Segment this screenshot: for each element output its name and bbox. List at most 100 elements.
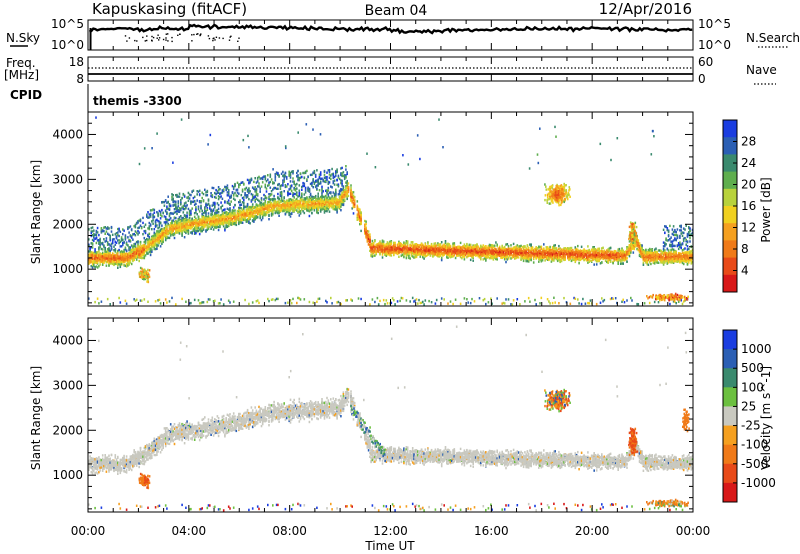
- power-cell: [163, 227, 166, 230]
- power-cell: [175, 230, 177, 233]
- power-cell: [399, 243, 401, 246]
- noise-point: [157, 34, 159, 36]
- power-cell: [323, 180, 326, 183]
- power-cell: [140, 252, 143, 255]
- power-cell: [390, 242, 393, 246]
- power-cell: [269, 203, 272, 207]
- power-cell: [292, 297, 294, 301]
- power-cell: [338, 177, 341, 181]
- power-cell: [277, 196, 279, 200]
- power-cell: [180, 223, 182, 226]
- power-cell: [240, 203, 243, 206]
- power-cell: [220, 195, 222, 198]
- power-cell: [196, 230, 198, 233]
- power-cell: [215, 192, 217, 196]
- power-cell: [173, 208, 176, 211]
- power-cell: [227, 192, 230, 195]
- power-cell: [244, 205, 246, 209]
- power-cell: [128, 226, 130, 229]
- power-cell: [133, 298, 135, 301]
- power-cell: [152, 216, 154, 219]
- power-cell: [122, 243, 124, 247]
- power-cell: [423, 251, 425, 254]
- power-cell: [248, 219, 250, 222]
- power-cell: [187, 229, 190, 232]
- power-cell: [308, 188, 311, 191]
- power-cell: [143, 240, 146, 244]
- power-cell: [341, 193, 343, 196]
- power-cell: [393, 299, 395, 302]
- power-cell: [235, 223, 238, 227]
- power-cell: [157, 230, 159, 233]
- power-cell: [272, 209, 274, 213]
- power-cell: [298, 189, 301, 192]
- noise-point: [126, 40, 128, 42]
- power-cell: [188, 226, 191, 229]
- power-cell: [221, 216, 224, 219]
- power-cell: [352, 203, 355, 207]
- power-cell: [132, 246, 134, 250]
- power-cell: [369, 249, 371, 252]
- power-cell: [256, 193, 259, 196]
- power-cell: [406, 242, 409, 245]
- power-cell: [132, 258, 134, 262]
- power-cell: [152, 234, 154, 238]
- power-cell: [232, 212, 235, 215]
- power-cell: [143, 256, 146, 260]
- power-cell: [217, 225, 220, 229]
- noise-point: [229, 36, 231, 38]
- power-cell: [110, 248, 113, 251]
- power-cell: [298, 205, 301, 208]
- noise-point: [171, 40, 173, 43]
- power-cell: [338, 200, 341, 203]
- power-cell: [226, 216, 229, 219]
- power-cell: [144, 242, 147, 245]
- power-cell: [176, 224, 178, 227]
- power-cell: [178, 232, 181, 235]
- power-cell: [284, 204, 287, 207]
- power-cell: [134, 251, 137, 254]
- power-cell: [183, 204, 186, 207]
- power-cell: [224, 217, 226, 220]
- power-cell: [322, 179, 324, 183]
- power-cell: [216, 211, 219, 214]
- power-cell: [256, 176, 259, 180]
- power-cell: [224, 227, 226, 230]
- power-cell: [323, 176, 326, 180]
- power-cell: [164, 226, 167, 229]
- power-cell: [389, 240, 391, 243]
- power-cell: [88, 262, 90, 265]
- power-cell: [321, 188, 323, 191]
- power-cell: [393, 241, 395, 244]
- power-cell: [149, 253, 152, 257]
- power-cell: [413, 252, 415, 256]
- power-cell: [248, 179, 250, 182]
- power-cell: [294, 189, 297, 192]
- power-cell: [177, 231, 180, 234]
- power-cell: [365, 236, 367, 239]
- power-cell: [236, 209, 239, 213]
- power-cell: [168, 212, 171, 216]
- power-cell: [255, 181, 258, 184]
- power-cell: [390, 241, 393, 244]
- power-cell: [340, 172, 342, 175]
- power-cell: [336, 168, 338, 171]
- power-cell: [264, 175, 267, 178]
- power-cell: [214, 191, 216, 195]
- power-cell: [333, 179, 336, 182]
- power-cell: [190, 213, 192, 216]
- power-cell: [288, 174, 290, 177]
- power-cell: [380, 249, 382, 253]
- power-cell: [222, 208, 225, 212]
- power-cell: [374, 247, 376, 250]
- power-cell: [326, 178, 328, 181]
- power-cell: [328, 181, 331, 184]
- power-cell: [278, 204, 280, 207]
- power-cell: [304, 186, 307, 190]
- power-cell: [244, 218, 246, 222]
- power-cell: [143, 225, 146, 228]
- power-cell: [399, 250, 401, 253]
- power-cell: [292, 206, 294, 210]
- power-cell: [256, 198, 259, 202]
- power-cell: [323, 198, 326, 201]
